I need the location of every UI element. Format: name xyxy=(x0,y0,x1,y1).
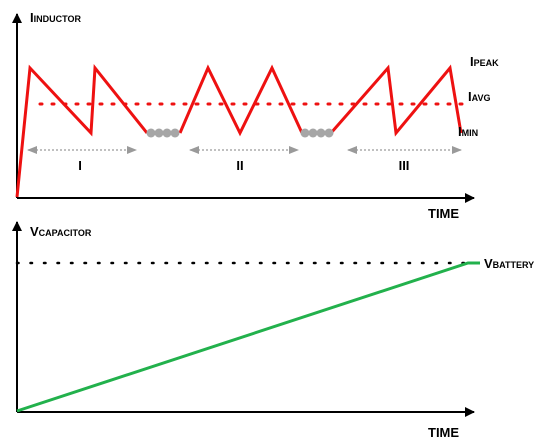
inductor-x-axis-label: TIME xyxy=(428,206,459,221)
inductor-current-graph: IINDUCTOR TIME IPEAK IAVG IMIN I I xyxy=(12,10,499,221)
peak-current-label: IPEAK xyxy=(470,54,499,69)
capacitor-x-axis-label: TIME xyxy=(428,425,459,440)
battery-voltage-label: VBATTERY xyxy=(484,256,534,271)
idle-marker-2 xyxy=(300,128,334,138)
inductor-current-segment-1 xyxy=(15,64,149,198)
interval-label-3: III xyxy=(399,158,410,173)
idle-marker-1 xyxy=(146,128,180,138)
inductor-y-axis-label: IINDUCTOR xyxy=(30,10,81,25)
interval-label-1: I xyxy=(78,158,82,173)
minimum-current-label: IMIN xyxy=(458,124,478,139)
capacitor-voltage-ramp xyxy=(16,261,480,413)
average-current-label: IAVG xyxy=(468,89,490,104)
interval-label-2: II xyxy=(236,158,243,173)
inductor-current-segment-2 xyxy=(178,64,304,137)
inductor-current-segment-3 xyxy=(329,64,463,137)
capacitor-voltage-graph: VCAPACITOR TIME VBATTERY xyxy=(12,221,534,440)
capacitor-y-axis-label: VCAPACITOR xyxy=(30,224,92,239)
